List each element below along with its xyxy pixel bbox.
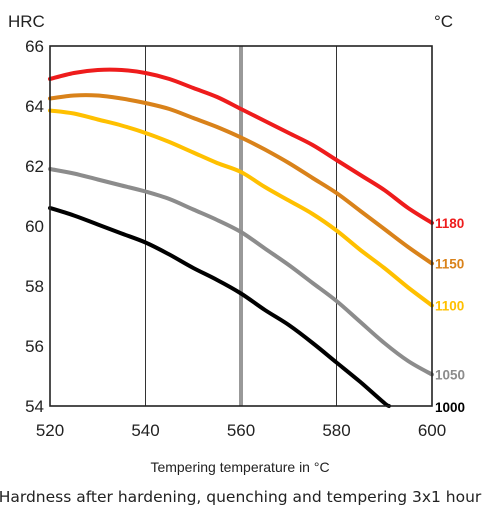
y-tick-label-64: 64 <box>25 97 44 116</box>
series-label-1000: 1000 <box>435 400 465 415</box>
x-tick-label-540: 540 <box>131 421 159 440</box>
x-tick-label-580: 580 <box>322 421 350 440</box>
grid-lines <box>145 46 337 406</box>
series-label-1100: 1100 <box>435 299 464 314</box>
y-tick-label-62: 62 <box>25 157 44 176</box>
y-tick-label-66: 66 <box>25 37 44 56</box>
series-label-1150: 1150 <box>435 257 464 272</box>
y-tick-labels: 54 56 58 60 62 64 66 <box>25 37 44 416</box>
y-axis-label: HRC <box>8 12 45 31</box>
series-label-1180: 1180 <box>435 216 464 231</box>
legend-title: °C <box>434 12 453 31</box>
series-labels: 1180 1150 1100 1050 1000 <box>435 216 465 415</box>
x-axis-label: Tempering temperature in °C <box>150 459 329 475</box>
y-tick-label-60: 60 <box>25 217 44 236</box>
x-tick-label-600: 600 <box>418 421 446 440</box>
series-line-1150 <box>48 93 434 266</box>
x-tick-label-520: 520 <box>36 421 64 440</box>
series-line-1100 <box>48 108 434 308</box>
plot-frame <box>49 45 433 407</box>
series-line-1000 <box>48 206 391 408</box>
series-label-1050: 1050 <box>435 368 465 383</box>
y-tick-label-58: 58 <box>25 277 44 296</box>
chart-caption: Hardness after hardening, quenching and … <box>0 488 482 506</box>
series-lines <box>48 67 434 408</box>
x-tick-labels: 520 540 560 580 600 <box>36 421 446 440</box>
x-tick-label-560: 560 <box>227 421 255 440</box>
series-line-1050 <box>48 167 434 377</box>
y-tick-label-54: 54 <box>25 397 44 416</box>
y-tick-label-56: 56 <box>25 337 44 356</box>
series-line-1180 <box>48 67 434 225</box>
